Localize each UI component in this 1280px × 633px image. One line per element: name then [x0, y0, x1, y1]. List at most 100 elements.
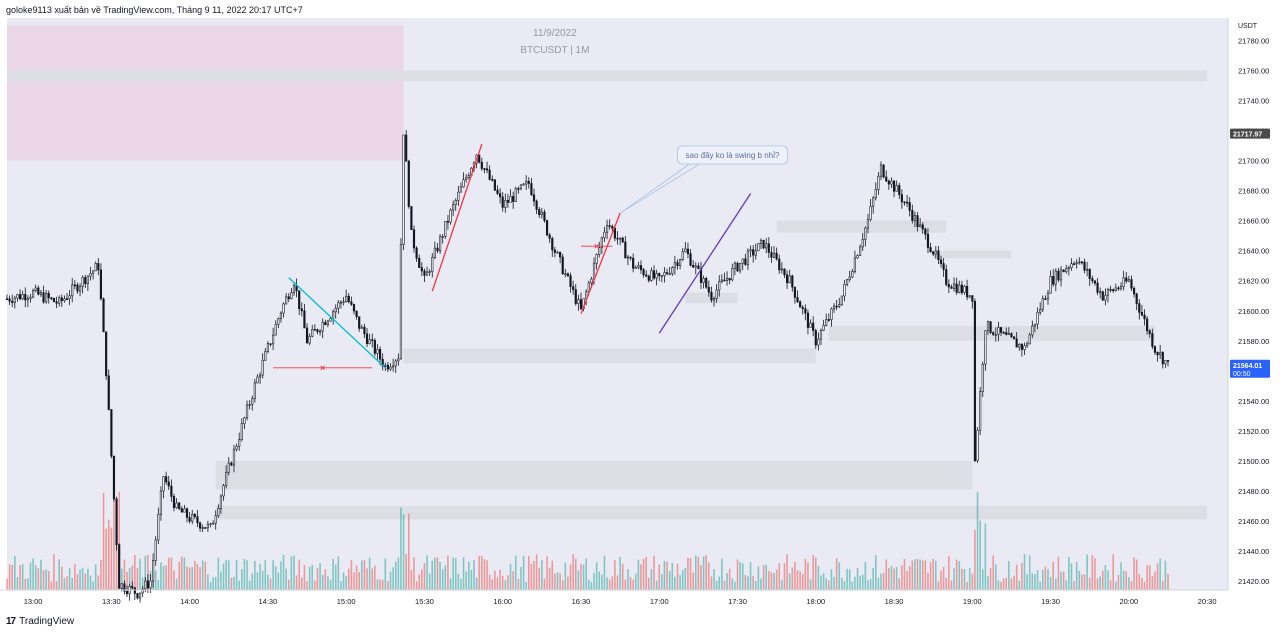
candle-body	[39, 292, 42, 295]
candle-body	[42, 292, 45, 303]
candle-body	[152, 560, 155, 582]
volume-bar	[611, 576, 614, 590]
volume-bar	[1015, 564, 1018, 590]
volume-bar	[1068, 557, 1070, 590]
volume-bar	[846, 568, 848, 590]
volume-bar	[603, 555, 606, 590]
volume-bar	[1065, 580, 1068, 590]
candle-body	[882, 164, 885, 178]
candle-body	[212, 522, 215, 525]
candle-body	[1031, 325, 1034, 336]
callout-annotation[interactable]: sao đây ko là swing b nhỉ?	[619, 145, 788, 214]
volume-bar	[1112, 554, 1114, 590]
time-tick-label: 14:00	[180, 597, 199, 606]
time-tick-label: 20:00	[1119, 597, 1138, 606]
candle-body	[712, 298, 716, 301]
candle-body	[347, 295, 350, 303]
volume-bar	[872, 567, 874, 590]
volume-bar	[908, 565, 911, 590]
candle-body	[890, 180, 893, 185]
volume-bar	[676, 563, 679, 590]
price-axis[interactable]: USDT21780.0021760.0021740.0021720.002170…	[1227, 18, 1269, 590]
candle-body	[175, 502, 178, 509]
volume-bar	[854, 576, 856, 590]
candle-body	[214, 515, 217, 524]
volume-bar	[851, 581, 854, 590]
volume-bar	[79, 569, 81, 590]
volume-bar	[1052, 561, 1054, 590]
currency-label: USDT	[1238, 23, 1258, 30]
volume-bar	[400, 507, 402, 590]
candle-body	[86, 275, 89, 284]
volume-bar	[796, 570, 799, 590]
candle-body	[569, 275, 572, 287]
candle-body	[786, 274, 789, 284]
liquidity-zone	[403, 348, 816, 364]
candle-body	[642, 269, 645, 276]
candle-body	[436, 247, 439, 252]
candle-body	[71, 284, 74, 297]
candle-body	[1135, 293, 1138, 304]
candle-body	[519, 184, 523, 190]
volume-bar	[11, 564, 14, 590]
candle-body	[386, 364, 389, 370]
candle-body	[1046, 292, 1050, 300]
volume-bar	[629, 576, 632, 590]
volume-bar	[183, 557, 186, 590]
price-tick-label: 21740.00	[1238, 97, 1269, 106]
volume-bar	[1008, 560, 1010, 590]
current-price-tag	[1230, 359, 1270, 378]
candle-body	[856, 255, 859, 259]
candle-body	[1088, 269, 1091, 279]
volume-bar	[548, 567, 551, 590]
volume-bar	[188, 567, 191, 590]
candle-body	[783, 268, 786, 276]
candle-body	[939, 259, 943, 264]
candle-body	[903, 201, 906, 204]
volume-bar	[277, 572, 280, 590]
price-chart[interactable]: 11/9/2022 BTCUSDT | 1M sao đây ko là swi…	[0, 18, 1280, 610]
candle-body	[491, 179, 494, 181]
volume-bar	[290, 556, 293, 590]
swing-cross-icon	[320, 365, 326, 371]
time-axis[interactable]: 13:00 13:30 14:00 14:30 15:00 15:30 16:00 16:30…	[0, 589, 1228, 606]
volume-bar	[8, 564, 11, 590]
volume-bar	[50, 581, 53, 590]
price-tick-label: 21500.00	[1238, 457, 1269, 466]
candle-body	[848, 276, 851, 280]
volume-bar	[828, 580, 830, 590]
volume-bar	[394, 561, 397, 590]
volume-bar	[1164, 560, 1167, 590]
candle-body	[535, 200, 538, 210]
candle-body	[449, 209, 452, 223]
volume-bar	[1041, 569, 1044, 590]
candle-body	[146, 580, 149, 589]
candle-body	[645, 274, 648, 277]
footer-brand: TradingView	[19, 615, 75, 627]
volume-bar	[457, 573, 460, 590]
candle-body	[287, 296, 290, 300]
callout-pointer	[619, 163, 700, 214]
volume-bar	[473, 560, 475, 590]
candle-body	[934, 250, 937, 255]
publish-header: goloke9113 xuất bản về TradingView.com, …	[6, 5, 303, 15]
volume-bar	[642, 558, 645, 590]
chart-area[interactable]: 11/9/2022 BTCUSDT | 1M sao đây ko là swi…	[0, 18, 1280, 610]
volume-bar	[940, 570, 942, 590]
candle-body	[360, 326, 363, 329]
candle-body	[379, 348, 382, 360]
volume-bar	[340, 581, 342, 590]
volume-bar	[619, 556, 621, 590]
volume-bar	[966, 581, 968, 590]
candle-body	[170, 485, 173, 497]
cyan-trend-line	[288, 277, 386, 369]
volume-bar	[921, 560, 924, 590]
volume-bar	[890, 566, 893, 590]
candle-body	[639, 265, 643, 270]
volume-bar	[441, 569, 444, 590]
volume-bar	[786, 554, 788, 590]
volume-bar	[768, 571, 770, 590]
candle-body	[34, 287, 37, 291]
volume-bar	[1062, 571, 1065, 590]
